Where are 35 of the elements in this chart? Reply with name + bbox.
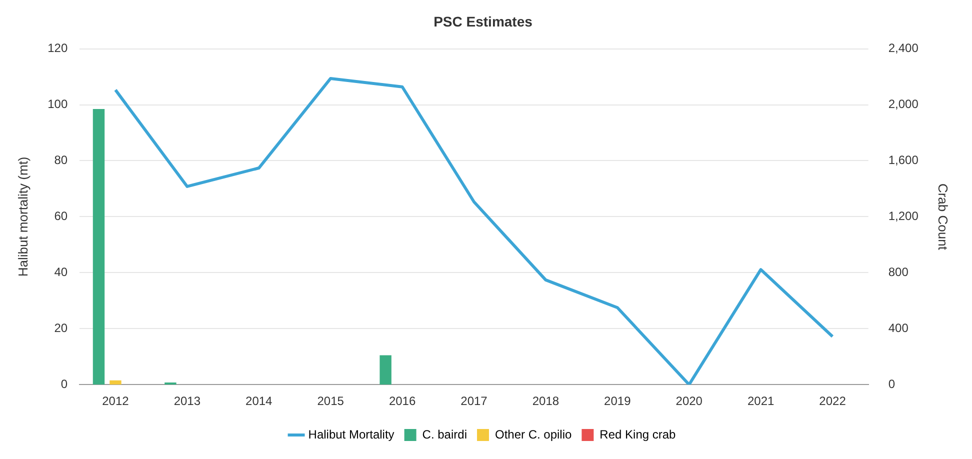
x-tick-label: 2019 <box>604 394 632 408</box>
y-tick-label: 120 <box>48 41 68 56</box>
y2-axis-title: Crab Count <box>936 183 951 250</box>
bar <box>380 355 392 385</box>
x-tick-label: 2017 <box>460 394 488 408</box>
y-tick-label: 0 <box>60 376 68 391</box>
y2-tick-label: 1,600 <box>888 153 919 168</box>
y-axis-title: Halibut mortality (mt) <box>15 156 30 277</box>
x-tick-label: 2021 <box>747 394 774 408</box>
y2-tick-label: 400 <box>888 320 909 335</box>
y-tick-label: 100 <box>48 97 68 112</box>
y2-tick-label: 800 <box>888 264 909 279</box>
x-tick-label: 2020 <box>676 394 703 408</box>
x-tick-label: 2016 <box>388 394 416 408</box>
y-tick-label: 20 <box>54 320 68 335</box>
x-tick-label: 2014 <box>246 394 273 408</box>
y2-tick-label: 2,400 <box>888 41 919 56</box>
x-tick-label: 2018 <box>532 394 560 408</box>
y2-tick-label: 0 <box>888 376 896 391</box>
y2-tick-label: 1,200 <box>888 209 919 224</box>
bar <box>92 108 105 385</box>
y2-tick-label: 2,000 <box>888 97 919 112</box>
x-tick-label: 2013 <box>174 394 201 408</box>
legend-label: Red King crab <box>600 427 676 442</box>
x-tick-label: 2012 <box>102 394 130 408</box>
y-tick-label: 80 <box>54 153 68 168</box>
legend-label: Other C. opilio <box>494 427 572 442</box>
y-tick-label: 60 <box>54 209 68 224</box>
x-tick-label: 2022 <box>819 394 846 408</box>
legend-label: C. bairdi <box>422 427 467 442</box>
chart-title: PSC Estimates <box>434 13 533 30</box>
x-tick-label: 2015 <box>317 394 344 408</box>
bar <box>110 380 122 385</box>
y-tick-label: 40 <box>54 264 68 279</box>
legend-label: Halibut Mortality <box>308 427 394 442</box>
